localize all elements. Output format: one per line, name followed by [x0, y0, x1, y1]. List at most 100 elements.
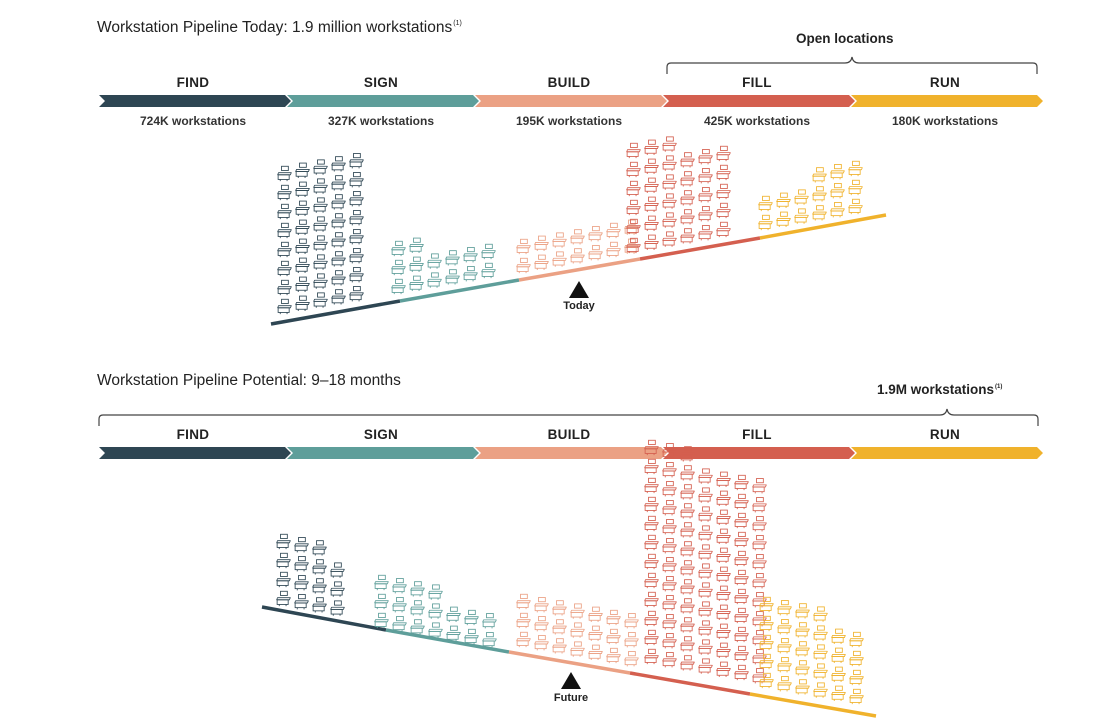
workstation-icon [445, 269, 460, 285]
workstation-icon [588, 606, 603, 623]
workstation-icon [374, 593, 389, 610]
potential-arrow-fill [663, 447, 855, 459]
today-stage-run-label: RUN [929, 75, 961, 90]
workstation-icon [813, 682, 828, 699]
workstation-icon [848, 160, 863, 177]
workstation-icon [662, 538, 677, 554]
workstation-icon [409, 237, 424, 254]
workstation-icon [428, 603, 443, 620]
today-stage-build-label: BUILD [547, 75, 591, 90]
workstation-icon [662, 595, 677, 611]
workstation-icon [848, 198, 863, 215]
workstation-icon [463, 247, 478, 263]
workstation-icon [427, 272, 442, 289]
workstation-icon [330, 600, 345, 617]
workstation-icon [716, 528, 731, 545]
workstation-icon [662, 614, 677, 630]
potential-arrow-find [99, 447, 291, 459]
workstation-icon [516, 257, 531, 274]
workstation-icon [313, 197, 328, 214]
workstation-icon [445, 250, 460, 266]
workstation-icon [849, 631, 864, 648]
workstation-icon [331, 232, 346, 248]
workstation-icon [795, 679, 810, 696]
today-stage-sign-label: SIGN [363, 75, 399, 90]
today-fulcrum-icon [569, 281, 589, 298]
workstation-icon [277, 260, 292, 277]
workstation-icon [734, 607, 749, 624]
workstation-icon [570, 603, 585, 620]
workstation-icon [777, 600, 792, 616]
workstation-icon [626, 142, 641, 159]
workstation-icon [680, 636, 695, 653]
workstation-icon [349, 248, 364, 264]
workstation-icon [680, 171, 695, 187]
workstation-icon [409, 256, 424, 273]
workstation-icon [752, 497, 767, 513]
today-marker-label: Today [563, 300, 595, 312]
workstation-icon [295, 181, 310, 198]
workstation-icon [698, 187, 713, 203]
today-beam-run [759, 213, 887, 240]
potential-beam-run [749, 692, 877, 718]
workstation-icon [349, 286, 364, 302]
workstation-icon [716, 202, 731, 219]
workstation-icon [752, 478, 767, 494]
workstation-icon [427, 253, 442, 270]
workstation-icon [734, 531, 749, 548]
workstation-icon [644, 196, 659, 213]
workstation-icon [331, 251, 346, 267]
workstation-icon [777, 676, 792, 692]
workstation-icon [698, 639, 713, 656]
workstation-icon [795, 603, 810, 620]
workstation-icon [428, 622, 443, 639]
workstation-icon [830, 164, 845, 180]
workstation-icon [662, 462, 677, 478]
workstation-icon [662, 519, 677, 535]
workstation-icon [734, 512, 749, 529]
workstation-icon [812, 167, 827, 183]
workstation-icon [331, 156, 346, 172]
workstation-icon [680, 598, 695, 615]
workstation-icon [644, 591, 659, 608]
today-arrow-find [99, 95, 291, 107]
workstation-icon [680, 190, 695, 206]
workstation-icon [277, 203, 292, 220]
workstation-icon [698, 620, 713, 637]
workstation-icon [276, 590, 291, 607]
workstation-icon [588, 245, 603, 261]
workstation-icon [313, 178, 328, 195]
workstation-icon [716, 547, 731, 564]
workstation-icon [680, 522, 695, 539]
workstation-icon [374, 612, 389, 629]
potential-stage-fill-label: FILL [742, 427, 772, 442]
workstation-icon [606, 647, 621, 664]
workstation-icon [849, 650, 864, 667]
workstation-icon [331, 289, 346, 305]
potential-arrow-run [851, 447, 1043, 459]
workstation-icon [330, 581, 345, 598]
workstation-icon [294, 575, 309, 591]
workstation-icon [313, 216, 328, 233]
workstation-icon [644, 158, 659, 175]
workstation-icon [716, 221, 731, 238]
workstation-icon [331, 213, 346, 229]
future-fulcrum-icon [561, 672, 581, 689]
workstation-icon [349, 191, 364, 207]
workstation-icon [428, 584, 443, 601]
workstation-icon [698, 525, 713, 542]
workstation-icon [680, 228, 695, 244]
workstation-icon [716, 623, 731, 640]
workstation-icon [830, 202, 845, 218]
workstation-icon [552, 251, 567, 268]
today-sign-count: 327K workstations [327, 114, 435, 128]
workstation-icon [734, 645, 749, 662]
workstation-icon [349, 172, 364, 188]
workstation-icon [777, 657, 792, 673]
today-stage-find-label: FIND [176, 75, 210, 90]
workstation-icon [624, 651, 639, 667]
workstation-icon [698, 206, 713, 222]
workstation-icon [644, 139, 659, 156]
workstation-icon [680, 560, 695, 577]
workstation-icon [794, 208, 809, 225]
